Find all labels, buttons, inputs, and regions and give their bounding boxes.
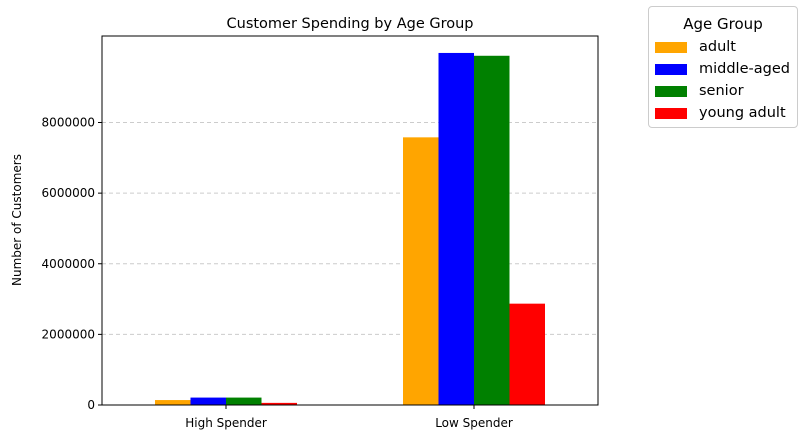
- legend-label-senior: senior: [699, 83, 744, 99]
- y-axis: 0 2000000 4000000 6000000 8000000: [42, 116, 102, 412]
- y-axis-label: Number of Customers: [10, 154, 24, 286]
- plot-frame: [101, 35, 599, 406]
- x-tick-label: High Spender: [185, 416, 267, 430]
- legend-label-young-adult: young adult: [699, 105, 786, 121]
- bar-adult-0: [155, 400, 191, 405]
- y-tick-label: 0: [87, 398, 95, 412]
- legend-title: Age Group: [683, 15, 763, 33]
- legend-label-middle-aged: middle-aged: [699, 61, 790, 77]
- x-tick-label: Low Spender: [435, 416, 513, 430]
- gridlines: [102, 122, 598, 335]
- legend-swatch-adult: [655, 41, 687, 53]
- legend-item-adult: adult: [655, 37, 736, 57]
- legend: Age Group adult middle-aged senior young…: [648, 6, 798, 128]
- bar-senior-0: [226, 397, 262, 405]
- chart-title: Customer Spending by Age Group: [227, 16, 474, 32]
- bar-young-adult-0: [261, 402, 297, 405]
- bar-middle-aged-0: [190, 397, 226, 405]
- bar-middle-aged-1: [438, 52, 474, 406]
- legend-item-young-adult: young adult: [655, 103, 786, 123]
- legend-item-middle-aged: middle-aged: [655, 59, 790, 79]
- y-tick-label: 8000000: [42, 116, 95, 130]
- y-tick-label: 2000000: [42, 327, 95, 341]
- x-axis: High Spender Low Spender: [185, 405, 513, 430]
- y-tick-label: 6000000: [42, 186, 95, 200]
- legend-item-senior: senior: [655, 81, 744, 101]
- legend-swatch-senior: [655, 85, 687, 97]
- bar-adult-1: [403, 137, 439, 405]
- legend-swatch-young-adult: [655, 107, 687, 119]
- legend-swatch-middle-aged: [655, 63, 687, 75]
- bars: [155, 52, 545, 406]
- legend-label-adult: adult: [699, 39, 736, 55]
- bar-young-adult-1: [509, 303, 545, 405]
- y-tick-label: 4000000: [42, 257, 95, 271]
- bar-senior-1: [474, 55, 510, 405]
